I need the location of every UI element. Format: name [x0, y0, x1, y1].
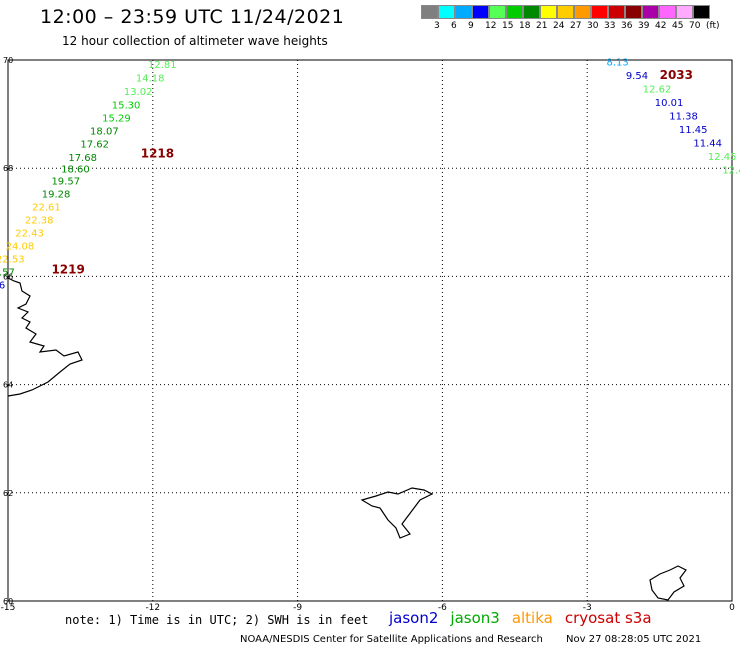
legend-swatch	[523, 5, 540, 19]
legend-label: 30	[587, 21, 599, 31]
wave-height-label: 8.13	[607, 57, 629, 68]
faroe-islands-coastline	[360, 487, 434, 539]
wave-height-label: 10.01	[655, 98, 684, 109]
legend-label: 24	[553, 21, 565, 31]
legend-swatch	[642, 5, 659, 19]
pass-time-label: 1219	[51, 263, 84, 277]
x-tick-label: -15	[1, 603, 16, 613]
legend-label: 12	[485, 21, 497, 31]
wave-height-label: 11.44	[693, 139, 722, 150]
satellite-jason3: jason3	[450, 609, 500, 627]
legend-swatch	[506, 5, 523, 19]
legend-swatch	[557, 5, 574, 19]
wave-height-label: 18.60	[61, 165, 90, 176]
wave-height-label: 11.45	[679, 125, 708, 136]
legend-label: 6	[451, 21, 457, 31]
footer-credit: NOAA/NESDIS Center for Satellite Applica…	[240, 634, 721, 645]
wave-height-label: 13.02	[124, 87, 153, 98]
y-tick-label: 64	[3, 381, 13, 390]
y-tick-label: 66	[3, 272, 13, 281]
legend-label: 21	[536, 21, 548, 31]
legend-swatch	[574, 5, 591, 19]
legend-swatch	[421, 5, 438, 19]
legend-label: 70	[689, 21, 701, 31]
timestamp-text: Nov 27 08:28:05 UTC 2021	[566, 634, 702, 645]
footer-note: note: 1) Time is in UTC; 2) SWH is in fe…	[65, 613, 369, 627]
wave-height-label: 15.30	[112, 101, 141, 112]
wave-height-label: 9.54	[626, 71, 648, 82]
legend-label: 15	[502, 21, 514, 31]
legend-label: 42	[655, 21, 667, 31]
credit-text: NOAA/NESDIS Center for Satellite Applica…	[240, 634, 543, 645]
legend-swatch	[693, 5, 710, 19]
wave-height-label: 19.57	[51, 176, 80, 187]
x-tick-label: -9	[293, 603, 302, 613]
legend-label: 9	[468, 21, 474, 31]
legend-swatch	[608, 5, 625, 19]
legend-label: 45	[672, 21, 684, 31]
wave-height-label: 19.57	[0, 267, 15, 278]
wave-height-label: 10.86	[0, 280, 5, 291]
shetland-islands-coastline	[649, 565, 687, 601]
legend-swatch	[659, 5, 676, 19]
x-tick-label: -12	[145, 603, 160, 613]
pass-time-label: 1218	[141, 146, 174, 160]
y-tick-label: 60	[3, 597, 13, 606]
legend-swatch	[489, 5, 506, 19]
wave-height-label: 22.53	[0, 254, 25, 265]
legend-swatch	[591, 5, 608, 19]
legend-swatch	[455, 5, 472, 19]
legend-label: 36	[621, 21, 633, 31]
color-legend: 3 6 9 12 15 18 21 24 27 30 33 36 39 42 45 70 (ft)	[421, 5, 720, 33]
legend-swatch	[676, 5, 693, 19]
wave-height-label: 12.45	[708, 152, 737, 163]
wave-height-label: 24.08	[6, 241, 35, 252]
legend-label: 27	[570, 21, 582, 31]
wave-height-label: 22.43	[15, 228, 44, 239]
wave-height-label: 17.68	[68, 153, 97, 164]
iceland-coastline	[7, 277, 83, 397]
page-subtitle: 12 hour collection of altimeter wave hei…	[62, 34, 328, 48]
y-tick-label: 70	[3, 56, 13, 65]
x-tick-label: -6	[438, 603, 447, 613]
wave-height-label: 15.29	[102, 114, 131, 125]
satellite-altika: altika	[511, 609, 553, 627]
wave-height-label: 12.4	[722, 166, 740, 177]
y-tick-label: 68	[3, 164, 13, 173]
wave-height-label: 12.62	[643, 84, 672, 95]
wave-height-label: 22.61	[32, 202, 61, 213]
x-tick-label: -3	[583, 603, 592, 613]
legend-swatches	[421, 5, 710, 19]
map-frame	[7, 59, 733, 602]
legend-label: 18	[519, 21, 531, 31]
wave-height-label: 19.28	[42, 189, 71, 200]
legend-label: 33	[604, 21, 616, 31]
satellite-jason2: jason2	[389, 609, 439, 627]
wave-height-label: 14.18	[136, 74, 165, 85]
pass-time-label: 2033	[660, 68, 693, 82]
legend-swatch	[438, 5, 455, 19]
wave-height-label: 12.81	[148, 60, 177, 71]
legend-label: 39	[638, 21, 650, 31]
wave-height-label: 11.38	[669, 112, 698, 123]
wave-height-label: 17.62	[80, 140, 109, 151]
satellite-cryosat-s3a: cryosat s3a	[564, 609, 652, 627]
legend-swatch	[540, 5, 557, 19]
y-tick-label: 62	[3, 489, 13, 498]
legend-swatch	[472, 5, 489, 19]
satellite-legend: jason2 jason3 altika cryosat s3a	[389, 609, 664, 627]
wave-height-label: 18.07	[90, 127, 119, 138]
page-title: 12:00 – 23:59 UTC 11/24/2021	[40, 6, 345, 28]
legend-unit: (ft)	[706, 21, 720, 31]
wave-height-label: 22.38	[25, 215, 54, 226]
legend-swatch	[625, 5, 642, 19]
legend-label: 3	[434, 21, 440, 31]
x-tick-label: 0	[729, 603, 735, 613]
legend-labels: 3 6 9 12 15 18 21 24 27 30 33 36 39 42 45 70 (ft)	[421, 19, 720, 33]
